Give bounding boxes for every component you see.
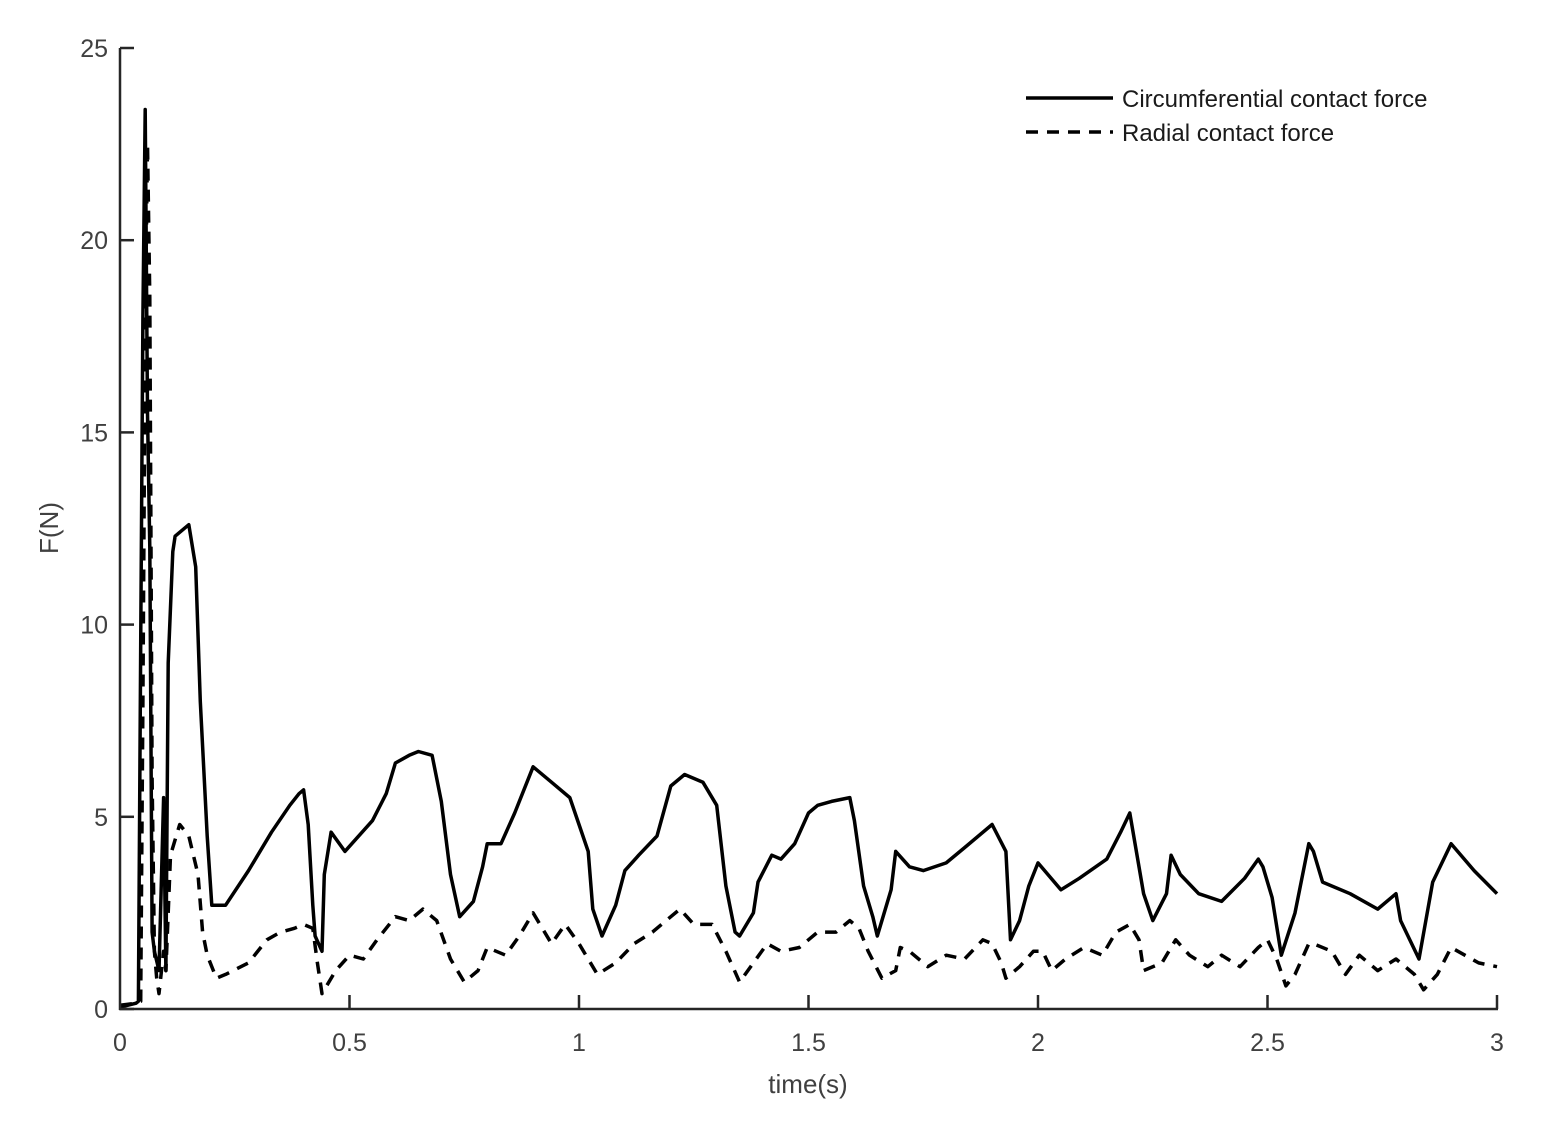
x-tick-label: 0.5 (332, 1029, 367, 1057)
legend-item-radial: Radial contact force (1026, 120, 1334, 147)
x-tick-label: 2 (1031, 1029, 1045, 1057)
x-tick-label: 0 (113, 1029, 127, 1057)
x-tick-label: 2.5 (1250, 1029, 1285, 1057)
circumferential-force-line (119, 107, 1499, 1009)
y-tick-label: 15 (80, 419, 108, 447)
y-tick-label: 20 (80, 227, 108, 255)
x-tick-label: 3 (1490, 1029, 1504, 1057)
x-axis-label: time(s) (768, 1069, 847, 1099)
plot-area (119, 107, 1499, 1009)
x-tick-label: 1.5 (791, 1029, 826, 1057)
y-tick-label: 0 (94, 996, 108, 1024)
x-tick-label: 1 (572, 1029, 586, 1057)
legend-label-radial: Radial contact force (1122, 120, 1334, 147)
legend: Circumferential contact force Radial con… (1026, 86, 1427, 147)
y-axis-ticks: 0 5 10 15 20 25 (80, 35, 134, 1024)
legend-label-circumferential: Circumferential contact force (1122, 86, 1427, 113)
y-tick-label: 5 (94, 804, 108, 832)
radial-force-line (119, 142, 1498, 1007)
y-tick-label: 25 (80, 35, 108, 63)
y-axis-label: F(N) (34, 502, 64, 554)
x-axis-ticks: 0 0.5 1 1.5 2 2.5 3 (113, 995, 1504, 1057)
y-tick-label: 10 (80, 612, 108, 640)
legend-item-circumferential: Circumferential contact force (1026, 86, 1427, 113)
